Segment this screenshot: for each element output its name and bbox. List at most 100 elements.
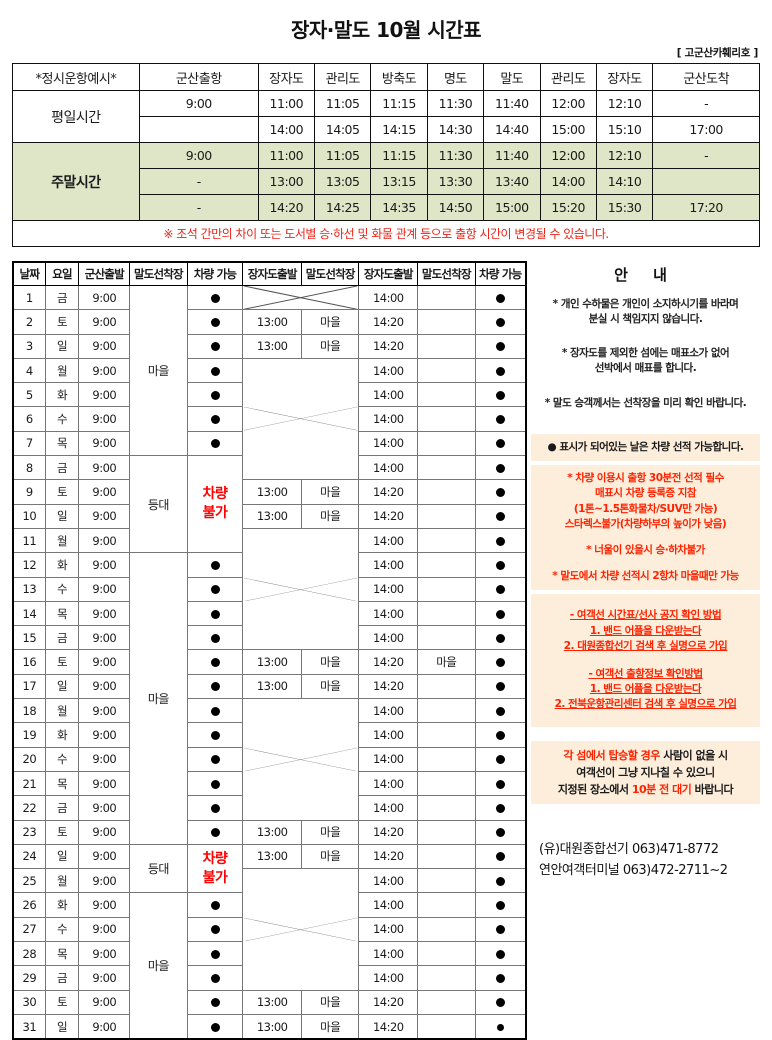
calendar-cell-departure: 9:00 (78, 843, 131, 870)
calendar-cell-jangjado-departure-3: 14:00 (358, 625, 419, 651)
calendar-cell-departure: 9:00 (78, 746, 131, 772)
car-available-dot (210, 658, 220, 668)
calendar-cell-jangjado-departure-3: 14:00 (358, 382, 419, 408)
car-available-dot (210, 949, 220, 959)
weekend-label: 주말시간 (12, 142, 140, 221)
weekend-3-c4: 14:50 (426, 194, 485, 221)
calendar-cell-day: 2 (12, 309, 46, 335)
calendar-cell-car-available-2 (474, 600, 527, 627)
calendar-cell-car-available-2 (474, 576, 527, 602)
notice-car-rule-2: 매표시 차량 등록증 지참 (594, 487, 697, 500)
cancel-x-icon (244, 577, 358, 601)
calendar-cell-departure: 9:00 (78, 479, 131, 505)
calendar-cell-dayofweek: 월 (44, 868, 80, 894)
calendar-row: 29 금 9:00 14:00 (12, 965, 527, 991)
car-available-dot (495, 439, 505, 449)
notice-block-baggage: * 개인 수하물은 개인이 소지하시기를 바라며 분실 시 책임지지 않습니다. (531, 297, 760, 327)
calendar-cell-departure: 9:00 (78, 503, 131, 529)
calendar-cell-departure: 9:00 (78, 527, 131, 554)
notice-car-spacer (533, 532, 758, 543)
weekend-2-c2: 13:05 (313, 168, 372, 195)
calendar-cell-day: 9 (12, 479, 46, 505)
schedule-col-0: *정시운항예시* (12, 63, 140, 91)
guide1-step2: 2. 대원종합선기 검색 후 실명으로 가입 (563, 639, 728, 652)
boarding-warning-e: 바랍니다 (694, 782, 734, 796)
calendar-row: 24 일 9:00 등대 차량 불가 13:00 마을 14:20 (12, 843, 527, 894)
calendar-cell-maldo-dock-3 (417, 795, 476, 821)
calendar-cell-car-available (186, 357, 244, 384)
car-available-dot (495, 488, 505, 498)
calendar-cell-departure: 9:00 (78, 576, 131, 602)
car-available-dot (495, 998, 505, 1008)
calendar-cell-no-second-sailing (242, 357, 360, 481)
car-available-dot (210, 293, 220, 303)
car-available-dot (495, 585, 505, 595)
weekend-2-c4: 13:30 (426, 168, 485, 195)
calendar-cell-car-available (186, 406, 244, 432)
car-available-dot (495, 342, 505, 352)
calendar-cell-no-second-sailing (242, 527, 360, 651)
calendar-cell-maldo-dock-merged: 마을 (129, 552, 188, 845)
calendar-cell-car-available-2 (474, 795, 527, 821)
contact-company: (유)대원종합선기 063)471-8772 (539, 841, 719, 857)
schedule-footnote: ※ 조석 간만의 차이 또는 도서별 승·하선 및 화물 관계 등으로 출항 시… (12, 220, 760, 247)
notice-spacer-6 (531, 824, 760, 840)
calendar-cell-no-second-sailing (242, 284, 360, 311)
calendar-cell-maldo-dock-3 (417, 770, 476, 797)
guide2-step2: 2. 전북운항관리센터 검색 후 실명으로 가입 (554, 698, 737, 711)
calendar-cell-maldo-dock-3 (417, 455, 476, 481)
weekend-3-c7: 15:30 (595, 194, 654, 221)
calendar-row: 2 토 9:00 13:00 마을 14:20 (12, 309, 527, 335)
calendar-row: 11 월 9:00 14:00 (12, 527, 527, 651)
calendar-cell-jangjado-departure-3: 14:00 (358, 916, 419, 943)
calendar-cell-jangjado-departure-3: 14:20 (358, 503, 419, 529)
calendar-cell-jangjado-departure-2: 13:00 (242, 989, 302, 1015)
calendar-cell-car-available (186, 430, 244, 457)
weekday-2-c5: 14:40 (483, 116, 541, 143)
calendar-cell-maldo-dock-merged: 등대 (129, 455, 188, 554)
calendar-cell-car-available-2 (474, 503, 527, 529)
notice-spacer-3 (531, 420, 760, 434)
calendar-cell-dayofweek: 토 (44, 819, 80, 845)
calendar-cell-car-available-2 (474, 382, 527, 408)
calendar-cell-dayofweek: 일 (44, 503, 80, 529)
boarding-warning-line3: 지정된 장소에서 10분 전 대기 바랍니다 (533, 781, 758, 798)
calendar-row: 17 일 9:00 13:00 마을 14:20 (12, 673, 527, 700)
calendar-cell-dayofweek: 일 (44, 1013, 80, 1040)
calendar-row: 12 화 9:00 마을 14:00 (12, 552, 527, 845)
calendar-cell-maldo-dock-3 (417, 916, 476, 943)
cancel-x-icon (244, 286, 358, 309)
notice-car-spacer-2 (533, 558, 758, 569)
calendar-cell-departure: 9:00 (78, 1013, 131, 1040)
calendar-cell-day: 6 (12, 406, 46, 432)
weekend-1-c5: 11:40 (483, 142, 541, 169)
calendar-cell-day: 22 (12, 795, 46, 821)
calendar-header-row: 날짜 요일 군산출발 말도선착장 차량 가능 장자도출발 말도선착장 장자도출발 말도선착장 차량… (12, 261, 527, 286)
schedule-col-7: 관리도 (539, 63, 597, 91)
weekday-1-c4: 11:30 (426, 90, 485, 117)
calendar-cell-car-available-2 (474, 406, 527, 432)
notice-boarding-warning: 각 섬에서 탑승할 경우 사람이 없을 시 여객선이 그냥 지나칠 수 있으니 … (531, 740, 760, 804)
car-available-dot (495, 317, 505, 327)
calendar-row: 7 목 9:00 14:00 (12, 430, 527, 457)
notice-dot-legend: ● 표시가 되어있는 날은 차량 선적 가능합니다. (531, 433, 760, 462)
car-available-dot (495, 682, 505, 692)
weekend-1-c6: 12:00 (539, 142, 597, 169)
calendar-cell-day: 20 (12, 746, 46, 772)
calendar-cell-dayofweek: 금 (44, 284, 80, 311)
calendar-cell-jangjado-departure-3: 14:00 (358, 965, 419, 991)
calendar-cell-maldo-dock-3 (417, 746, 476, 772)
calendar-cell-dayofweek: 월 (44, 527, 80, 554)
calendar-cell-departure: 9:00 (78, 965, 131, 991)
car-available-dot (210, 901, 220, 911)
calendar-cell-maldo-dock-2: 마을 (300, 673, 360, 700)
calendar-cell-dayofweek: 화 (44, 892, 80, 918)
car-available-dot (495, 706, 505, 716)
calendar-cell-jangjado-departure-3: 14:00 (358, 868, 419, 894)
calendar-cell-car-available (186, 600, 244, 627)
calendar-cell-departure: 9:00 (78, 892, 131, 918)
calendar-cell-car-available (186, 965, 244, 991)
car-available-dot (495, 828, 505, 838)
calendar-cell-jangjado-departure-2: 13:00 (242, 333, 302, 359)
calendar-cell-maldo-dock-3 (417, 430, 476, 457)
